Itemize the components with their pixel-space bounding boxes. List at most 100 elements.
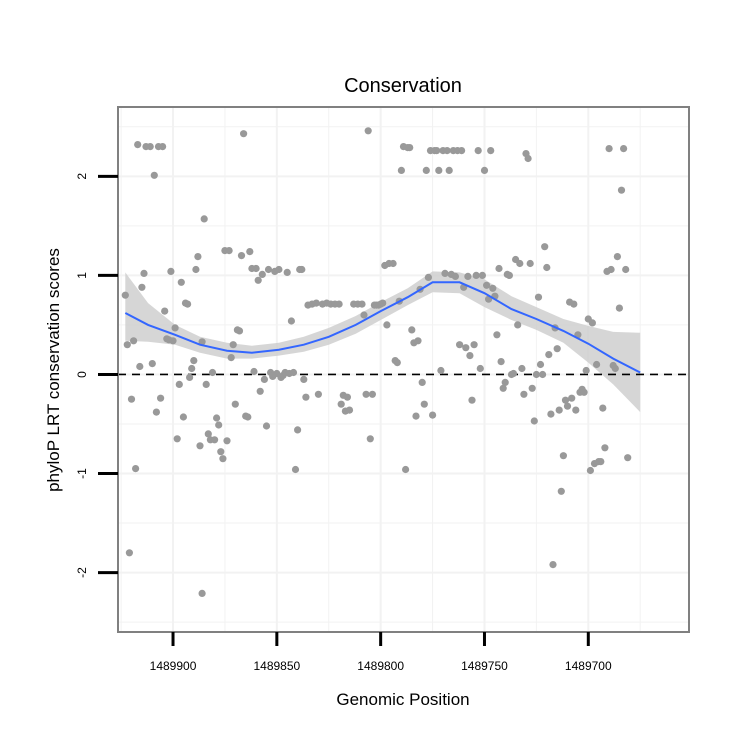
data-point — [198, 589, 206, 598]
data-point — [514, 321, 522, 329]
data-point — [547, 410, 555, 418]
data-point — [171, 324, 179, 332]
data-point — [121, 291, 129, 299]
data-point — [254, 276, 262, 284]
data-point — [561, 396, 570, 404]
x-tick-label: 1489800 — [357, 659, 404, 673]
data-point — [343, 393, 351, 401]
data-point — [252, 264, 260, 273]
data-point — [420, 400, 428, 408]
data-point — [443, 147, 451, 155]
data-point — [615, 304, 624, 312]
data-point — [229, 341, 237, 349]
data-point — [337, 400, 345, 408]
x-tick-label: 1489700 — [565, 659, 612, 673]
data-point — [140, 269, 148, 277]
data-point — [418, 378, 426, 386]
data-point — [200, 215, 208, 223]
data-point — [478, 271, 486, 279]
data-point — [499, 384, 507, 392]
data-point — [192, 265, 200, 274]
data-point — [190, 357, 198, 365]
data-point — [136, 362, 144, 371]
data-point — [364, 127, 372, 135]
data-point — [580, 388, 588, 396]
data-point — [489, 284, 497, 292]
y-tick-label: -1 — [75, 468, 89, 479]
data-point — [227, 354, 235, 362]
data-point — [414, 337, 422, 345]
data-point — [225, 247, 233, 255]
confidence-ribbon — [125, 271, 641, 413]
data-point — [530, 417, 538, 425]
chart-title: Conservation — [344, 75, 462, 97]
data-point — [476, 364, 484, 373]
data-point — [501, 378, 509, 386]
data-point — [211, 436, 219, 444]
data-point — [383, 321, 391, 329]
data-point — [408, 326, 416, 334]
data-point — [184, 300, 192, 308]
data-point — [563, 402, 572, 410]
data-point — [545, 351, 553, 359]
data-point — [441, 269, 449, 277]
data-point — [393, 359, 401, 367]
data-point — [586, 466, 595, 475]
data-point — [480, 166, 489, 174]
data-point — [464, 272, 472, 280]
data-point — [516, 259, 524, 268]
data-point — [213, 414, 221, 422]
data-point — [235, 327, 244, 335]
data-point — [433, 147, 441, 155]
data-point — [437, 366, 445, 375]
data-point — [532, 370, 541, 379]
data-point — [543, 263, 551, 272]
data-point — [312, 299, 320, 307]
data-point — [601, 444, 609, 452]
data-point — [611, 364, 619, 373]
data-point — [258, 270, 266, 278]
data-point — [204, 430, 212, 438]
data-point — [287, 317, 295, 325]
data-point — [397, 166, 405, 174]
data-point — [152, 408, 160, 416]
data-point — [127, 395, 136, 403]
data-point — [244, 413, 252, 421]
data-point — [159, 143, 167, 151]
data-point — [345, 406, 354, 414]
data-point — [186, 373, 194, 381]
data-point — [360, 311, 368, 319]
data-point — [557, 487, 565, 495]
panel-border — [117, 106, 690, 633]
data-point — [568, 394, 576, 402]
data-point — [402, 465, 410, 474]
data-point — [534, 293, 543, 301]
data-point — [487, 147, 495, 155]
data-point — [483, 281, 491, 289]
data-point — [422, 166, 430, 174]
data-point — [474, 147, 482, 155]
data-point — [302, 393, 310, 401]
data-point — [406, 144, 414, 152]
data-point — [470, 341, 478, 349]
data-point — [275, 265, 283, 274]
data-point — [368, 390, 376, 398]
data-point — [435, 166, 443, 174]
data-point — [196, 442, 204, 450]
data-point — [451, 272, 459, 280]
data-point — [458, 147, 466, 155]
data-point — [335, 300, 343, 308]
data-point — [283, 268, 291, 276]
data-point — [526, 259, 534, 268]
data-point — [588, 319, 597, 327]
data-point — [125, 549, 133, 557]
data-point — [505, 271, 513, 279]
x-axis-title: Genomic Position — [336, 690, 469, 709]
data-point — [219, 455, 227, 463]
data-point — [289, 368, 298, 377]
data-point — [188, 364, 196, 373]
data-point — [597, 458, 605, 466]
data-point — [132, 465, 140, 473]
data-point — [130, 337, 138, 345]
data-point — [549, 561, 557, 569]
